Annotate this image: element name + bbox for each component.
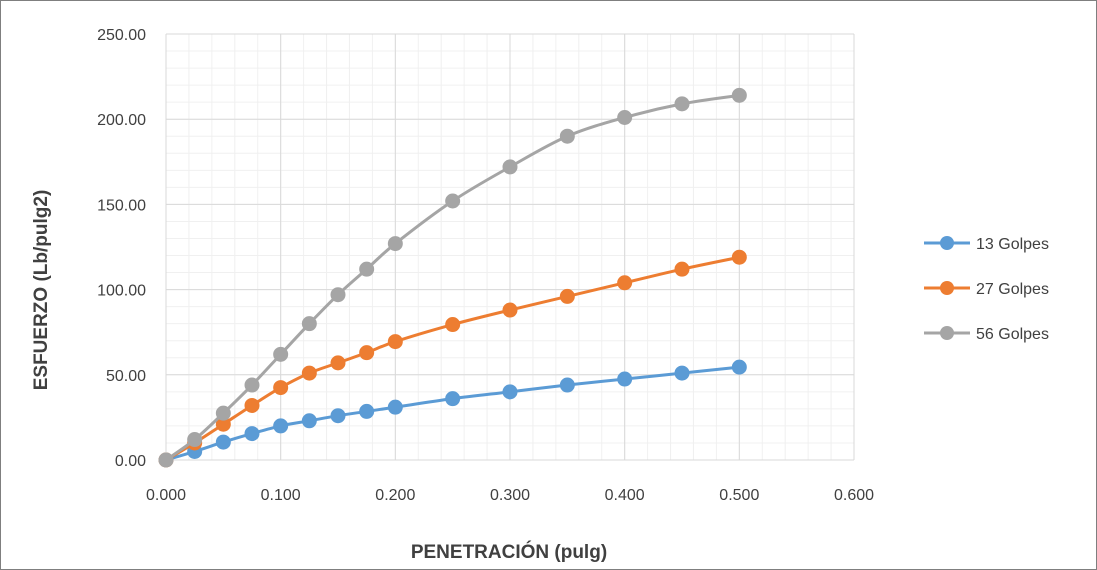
data-point-27-golpes xyxy=(559,288,575,304)
data-point-27-golpes xyxy=(731,249,747,265)
data-point-27-golpes xyxy=(244,397,260,413)
data-point-27-golpes xyxy=(273,380,289,396)
y-tick-label: 250.00 xyxy=(97,27,146,44)
data-point-27-golpes xyxy=(330,355,346,371)
y-axis-ticks: 0.00 50.00 100.00 150.00 200.00 250.00 xyxy=(97,27,146,470)
data-point-13-golpes xyxy=(359,403,375,419)
data-point-13-golpes xyxy=(215,434,231,450)
data-point-27-golpes xyxy=(445,317,461,333)
data-point-56-golpes xyxy=(273,346,289,362)
data-point-27-golpes xyxy=(674,261,690,277)
data-point-13-golpes xyxy=(674,365,690,381)
legend-item-27-golpes: 27 Golpes xyxy=(924,281,1049,298)
data-point-56-golpes xyxy=(244,377,260,393)
data-point-13-golpes xyxy=(559,377,575,393)
legend: 13 Golpes 27 Golpes 56 Golpes xyxy=(924,236,1049,343)
x-tick-label: 0.300 xyxy=(490,487,530,504)
data-point-13-golpes xyxy=(273,418,289,434)
x-axis-title: PENETRACIÓN (pulg) xyxy=(411,541,607,563)
data-point-13-golpes xyxy=(445,391,461,407)
legend-item-56-golpes: 56 Golpes xyxy=(924,326,1049,343)
legend-item-13-golpes: 13 Golpes xyxy=(924,236,1049,253)
data-point-56-golpes xyxy=(674,96,690,112)
x-tick-label: 0.200 xyxy=(375,487,415,504)
data-point-27-golpes xyxy=(387,334,403,350)
legend-label-13-golpes: 13 Golpes xyxy=(976,236,1049,253)
data-point-56-golpes xyxy=(301,316,317,332)
data-point-56-golpes xyxy=(559,128,575,144)
y-axis-title: ESFUERZO (Lb/pulg2) xyxy=(31,190,52,391)
legend-label-27-golpes: 27 Golpes xyxy=(976,281,1049,298)
x-tick-label: 0.400 xyxy=(605,487,645,504)
legend-marker-13-golpes xyxy=(940,236,954,250)
data-point-27-golpes xyxy=(617,275,633,291)
series-layer xyxy=(158,87,747,468)
data-point-56-golpes xyxy=(359,261,375,277)
series-13-golpes xyxy=(158,359,747,468)
data-point-56-golpes xyxy=(387,236,403,252)
y-tick-label: 50.00 xyxy=(106,368,146,385)
y-tick-label: 200.00 xyxy=(97,112,146,129)
data-point-56-golpes xyxy=(502,159,518,175)
x-tick-label: 0.000 xyxy=(146,487,186,504)
data-point-56-golpes xyxy=(731,87,747,103)
data-point-56-golpes xyxy=(330,287,346,303)
y-tick-label: 150.00 xyxy=(97,197,146,214)
data-point-13-golpes xyxy=(387,399,403,415)
x-tick-label: 0.500 xyxy=(719,487,759,504)
data-point-13-golpes xyxy=(731,359,747,375)
data-point-56-golpes xyxy=(215,405,231,421)
data-point-56-golpes xyxy=(445,193,461,209)
data-point-56-golpes xyxy=(187,432,203,448)
x-axis-ticks: 0.000 0.100 0.200 0.300 0.400 0.500 0.600 xyxy=(146,487,874,504)
data-point-27-golpes xyxy=(301,365,317,381)
data-point-13-golpes xyxy=(244,426,260,442)
y-tick-label: 100.00 xyxy=(97,283,146,300)
data-point-27-golpes xyxy=(502,302,518,318)
data-point-56-golpes xyxy=(617,109,633,125)
y-tick-label: 0.00 xyxy=(115,453,146,470)
data-point-13-golpes xyxy=(502,384,518,400)
legend-marker-56-golpes xyxy=(940,326,954,340)
x-tick-label: 0.600 xyxy=(834,487,874,504)
data-point-56-golpes xyxy=(158,452,174,468)
legend-label-56-golpes: 56 Golpes xyxy=(976,326,1049,343)
data-point-13-golpes xyxy=(617,371,633,387)
data-point-13-golpes xyxy=(330,408,346,424)
data-point-13-golpes xyxy=(301,413,317,429)
data-point-27-golpes xyxy=(359,345,375,361)
series-56-golpes xyxy=(158,87,747,468)
legend-marker-27-golpes xyxy=(940,281,954,295)
x-tick-label: 0.100 xyxy=(261,487,301,504)
